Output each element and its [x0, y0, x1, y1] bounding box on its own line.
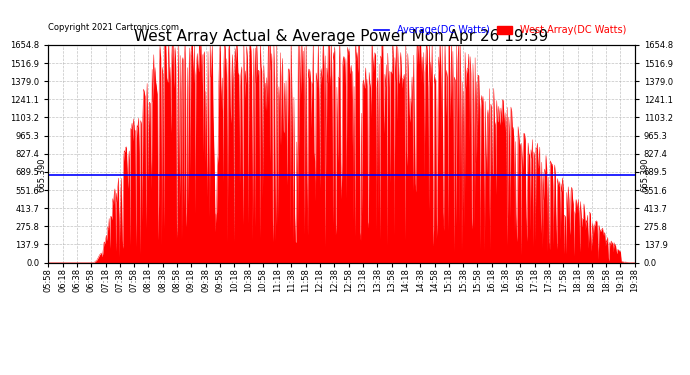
Text: Copyright 2021 Cartronics.com: Copyright 2021 Cartronics.com	[48, 23, 179, 32]
Text: 665.390: 665.390	[641, 158, 650, 192]
Legend: Average(DC Watts), West Array(DC Watts): Average(DC Watts), West Array(DC Watts)	[371, 22, 630, 39]
Text: 665.390: 665.390	[38, 158, 47, 192]
Title: West Array Actual & Average Power Mon Apr 26 19:39: West Array Actual & Average Power Mon Ap…	[135, 29, 549, 44]
